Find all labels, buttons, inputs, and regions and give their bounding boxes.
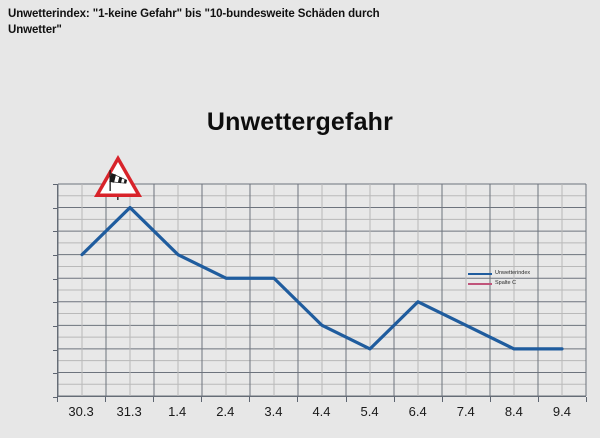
y-axis-tick [53,373,57,375]
legend-item: Unwetterindex [468,270,540,277]
y-axis-tick [53,326,57,327]
plot-area [57,183,587,397]
crosswind-warning-sign-icon [94,155,142,200]
page-caption: Unwetterindex: "1-keine Gefahr" bis "10-… [8,8,380,36]
x-axis-tick [586,397,587,402]
grid-layer [57,183,587,397]
x-axis-label: 3.4 [264,404,283,419]
legend-label: Unwetterindex [495,270,531,276]
x-axis-tick [57,397,58,402]
x-axis-tick [441,397,443,402]
x-axis-tick [489,397,491,402]
legend-color-swatch [468,272,492,275]
y-axis-tick [53,302,57,304]
x-axis-tick [249,397,251,402]
x-axis-label: 9.4 [552,404,571,419]
x-axis-label: 4.4 [312,404,331,419]
y-axis-tick [53,231,57,233]
y-axis-tick [53,349,57,351]
legend-item: Spalte C [468,280,540,287]
x-axis-label: 6.4 [408,404,427,419]
x-axis-label: 31.3 [116,404,142,419]
chart-legend: Unwetterindex Spalte C [468,270,540,290]
x-axis-tick [393,397,395,402]
x-axis-tick [537,397,539,402]
y-axis-tick [53,278,57,280]
x-axis-label: 2.4 [216,404,235,419]
legend-color-swatch [468,282,492,285]
chart-title: Unwettergefahr [206,108,394,136]
x-axis-label: 7.4 [456,404,475,419]
y-axis-tick [53,397,57,398]
x-axis-label: 8.4 [504,404,523,419]
x-axis-label: 30.3 [68,404,94,419]
y-axis-tick [53,207,57,209]
data-layer [80,205,564,351]
x-axis-label: 5.4 [360,404,379,419]
x-axis-tick [201,397,203,402]
x-axis-tick [105,397,107,402]
x-axis-tick [297,397,299,402]
legend-label: Spalte C [495,280,517,286]
y-axis-tick [53,184,57,185]
x-axis-tick [153,397,155,402]
y-axis-tick [53,255,57,256]
x-axis-tick [345,397,347,402]
x-axis-label: 1.4 [168,404,187,419]
